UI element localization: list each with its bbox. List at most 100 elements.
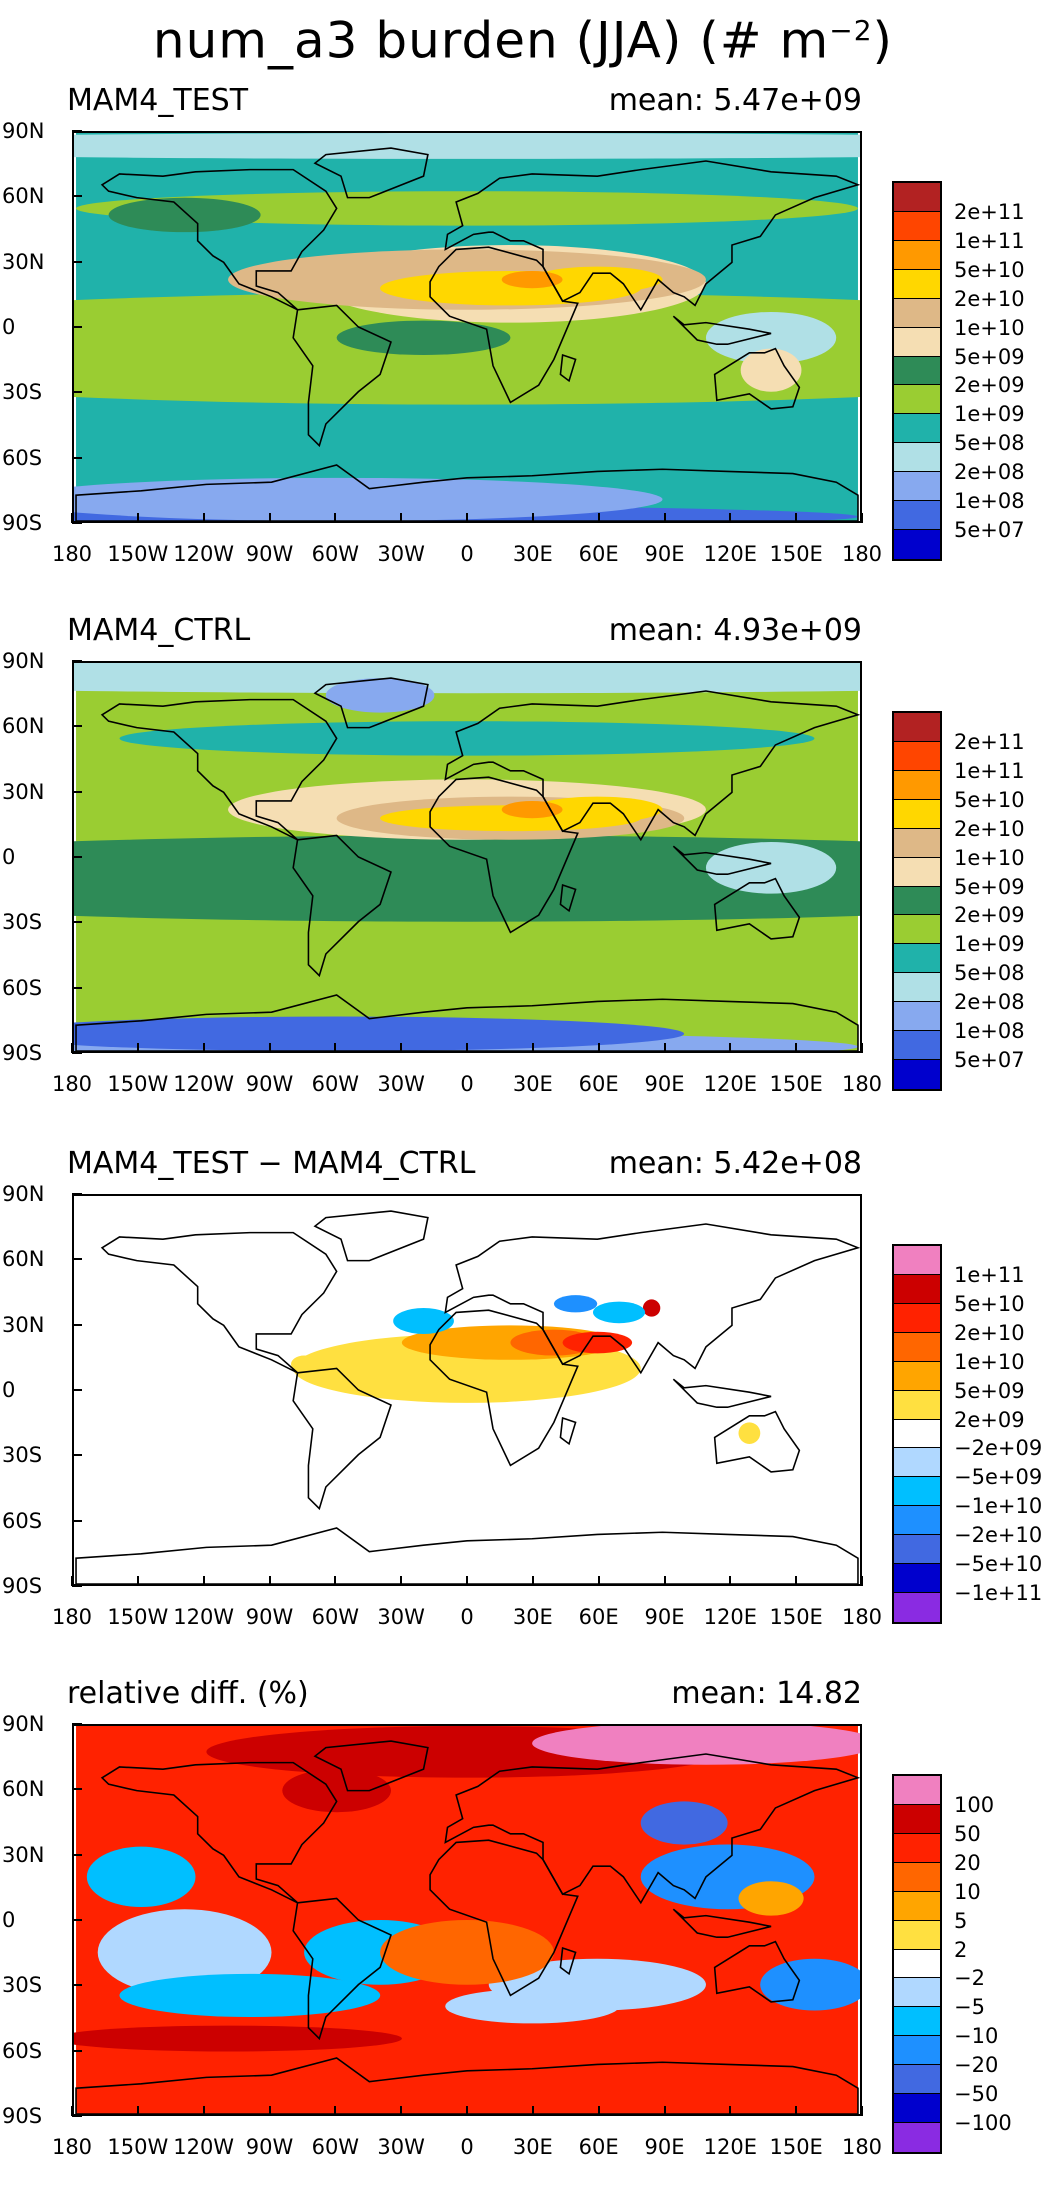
lon-tick-label: 0 bbox=[460, 2135, 474, 2159]
lon-tick bbox=[531, 513, 534, 523]
colorbar-label: 2e+09 bbox=[954, 903, 1025, 928]
colorbar-swatch bbox=[894, 770, 940, 800]
colorbar-label: −10 bbox=[954, 2024, 999, 2049]
colorbar-label: −5 bbox=[954, 1995, 985, 2020]
colorbar bbox=[892, 1244, 942, 1624]
colorbar-swatch bbox=[894, 2065, 940, 2095]
lon-tick bbox=[268, 1576, 271, 1586]
lon-tick-label: 30E bbox=[512, 542, 553, 566]
colorbar-swatch bbox=[894, 1303, 940, 1333]
field-contour-14 bbox=[738, 1881, 804, 1916]
colorbar-swatch bbox=[894, 1002, 940, 1032]
lat-tick-label: 60S bbox=[2, 1508, 43, 1533]
lat-tick-label: 30N bbox=[2, 1842, 45, 1867]
colorbar-label: 2e+11 bbox=[954, 729, 1025, 754]
field-contour-7 bbox=[553, 1295, 598, 1313]
lon-tick-label: 150W bbox=[107, 542, 169, 566]
lat-tick bbox=[72, 921, 82, 924]
colorbar-label: −50 bbox=[954, 2082, 999, 2107]
field-contour-2 bbox=[74, 133, 860, 159]
colorbar-label: 1e+10 bbox=[954, 845, 1025, 870]
field-contour-5 bbox=[74, 835, 860, 922]
panel-mean: mean: 5.42e+08 bbox=[608, 1146, 862, 1181]
lat-tick bbox=[72, 790, 82, 793]
colorbar-swatch bbox=[894, 944, 940, 974]
lon-tick bbox=[597, 1576, 600, 1586]
field-contour-12 bbox=[74, 2025, 402, 2052]
lat-tick-label: 90N bbox=[2, 1712, 45, 1736]
lat-tick bbox=[72, 2049, 82, 2052]
lon-tick-label: 180 bbox=[841, 2135, 883, 2159]
field-contour-3 bbox=[76, 191, 858, 226]
lat-tick bbox=[72, 1323, 82, 1326]
colorbar-label: −2e+09 bbox=[954, 1436, 1043, 1461]
field-contour-10 bbox=[445, 1988, 620, 2024]
lon-tick-label: 90W bbox=[245, 1605, 294, 1629]
map-svg bbox=[74, 133, 860, 521]
coastline-indonesia bbox=[672, 315, 772, 346]
lon-tick-label: 180 bbox=[841, 542, 883, 566]
lat-tick bbox=[72, 1389, 82, 1391]
field-contour-5 bbox=[393, 1308, 454, 1334]
colorbar-swatch bbox=[894, 857, 940, 887]
colorbar-swatch bbox=[894, 1361, 940, 1391]
lat-tick-label: 30S bbox=[2, 380, 43, 405]
lat-tick bbox=[72, 1853, 82, 1856]
lat-tick bbox=[72, 326, 82, 328]
field-contour-10 bbox=[705, 841, 837, 894]
map-plot bbox=[72, 1724, 862, 2116]
colorbar-swatch bbox=[894, 1535, 940, 1565]
lat-tick-label: 90N bbox=[2, 1182, 45, 1206]
field-contour-13 bbox=[740, 348, 802, 392]
colorbar-label: −20 bbox=[954, 2053, 999, 2078]
lon-tick-label: 90W bbox=[245, 2135, 294, 2159]
lat-tick-label: 0 bbox=[2, 1908, 16, 1932]
colorbar-label: −1e+10 bbox=[954, 1494, 1043, 1519]
colorbar-swatch bbox=[894, 1949, 940, 1979]
lat-tick bbox=[72, 130, 82, 132]
coastline-north-america bbox=[100, 698, 338, 841]
lat-tick-label: 90N bbox=[2, 119, 45, 143]
colorbar-label: 1e+10 bbox=[954, 1349, 1025, 1374]
lon-tick bbox=[861, 1043, 863, 1053]
coastline-south-america bbox=[292, 1897, 392, 2041]
lon-tick-label: 60W bbox=[311, 1072, 360, 1096]
lon-tick bbox=[729, 2106, 732, 2116]
colorbar-swatch bbox=[894, 1448, 940, 1478]
colorbar-swatch bbox=[894, 973, 940, 1003]
lon-tick-label: 0 bbox=[460, 1072, 474, 1096]
coastline-indonesia bbox=[672, 845, 772, 876]
panel-mam4-test: MAM4_TEST mean: 5.47e+09 90N 60N 30N 0 30S 60… bbox=[0, 82, 1046, 612]
lon-tick-label: 180 bbox=[51, 1605, 93, 1629]
colorbar-swatch bbox=[894, 2036, 940, 2066]
lon-tick-label: 60E bbox=[578, 1072, 619, 1096]
colorbar-label: 1e+11 bbox=[954, 228, 1025, 253]
lat-tick-label: 30S bbox=[2, 910, 43, 935]
colorbar-label: 1e+08 bbox=[954, 1019, 1025, 1044]
coastline-madagascar bbox=[559, 1416, 577, 1446]
lat-tick-label: 30N bbox=[2, 779, 45, 804]
field-contour-8 bbox=[738, 1422, 761, 1444]
colorbar-label: 10 bbox=[954, 1879, 981, 1904]
lon-tick bbox=[400, 2106, 403, 2116]
lat-tick-label: 60N bbox=[2, 1247, 45, 1272]
lat-tick-label: 30N bbox=[2, 1312, 45, 1337]
lat-tick-label: 90S bbox=[2, 2104, 43, 2128]
map-svg bbox=[75, 1196, 860, 1584]
coastline-australia bbox=[713, 1940, 801, 2003]
colorbar-swatch bbox=[894, 1060, 940, 1089]
colorbar-swatch bbox=[894, 183, 940, 212]
coastline-antarctica bbox=[75, 1527, 859, 1584]
lon-tick bbox=[202, 1576, 205, 1586]
colorbar-swatch bbox=[894, 1419, 940, 1449]
lat-tick-label: 90S bbox=[2, 1041, 43, 1065]
lat-tick-label: 90S bbox=[2, 1574, 43, 1598]
lon-tick bbox=[795, 1576, 798, 1586]
lon-tick bbox=[729, 1576, 732, 1586]
colorbar-swatch bbox=[894, 1804, 940, 1834]
lon-tick bbox=[861, 513, 863, 523]
lat-tick bbox=[72, 1788, 82, 1791]
lat-tick-label: 60N bbox=[2, 184, 45, 209]
coastline-madagascar bbox=[559, 353, 577, 383]
colorbar-label: 5e+07 bbox=[954, 518, 1025, 543]
